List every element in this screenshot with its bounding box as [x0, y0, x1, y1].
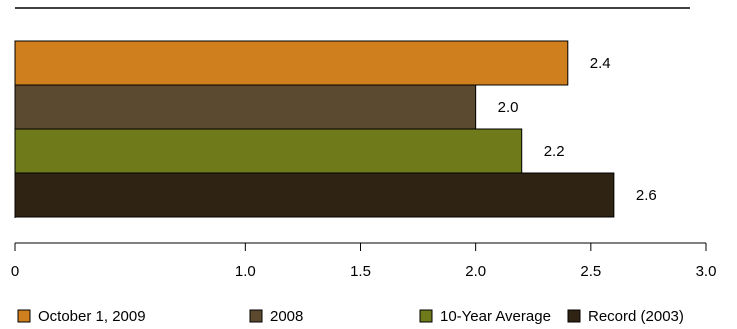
legend-label: October 1, 2009	[38, 308, 146, 325]
x-tick-label: 2.0	[465, 263, 486, 280]
legend-label: Record (2003)	[588, 308, 684, 325]
data-label: 2.4	[590, 55, 611, 72]
x-tick-label: 1.5	[350, 263, 371, 280]
bar	[14, 128, 523, 174]
x-tick-label: 3.0	[696, 263, 717, 280]
data-label: 2.6	[636, 187, 657, 204]
data-label: 2.2	[544, 143, 565, 160]
legend-swatch	[17, 309, 31, 323]
bar	[14, 84, 477, 130]
legend-label: 2008	[270, 308, 303, 325]
bar	[14, 172, 615, 218]
legend-label: 10-Year Average	[440, 308, 551, 325]
x-tick-label: 0	[11, 263, 19, 280]
bar	[14, 40, 569, 86]
x-tick-label: 1.0	[235, 263, 256, 280]
legend-swatch	[249, 309, 263, 323]
legend-swatch	[567, 309, 581, 323]
legend-swatch	[419, 309, 433, 323]
x-tick-label: 2.5	[580, 263, 601, 280]
data-label: 2.0	[498, 99, 519, 116]
